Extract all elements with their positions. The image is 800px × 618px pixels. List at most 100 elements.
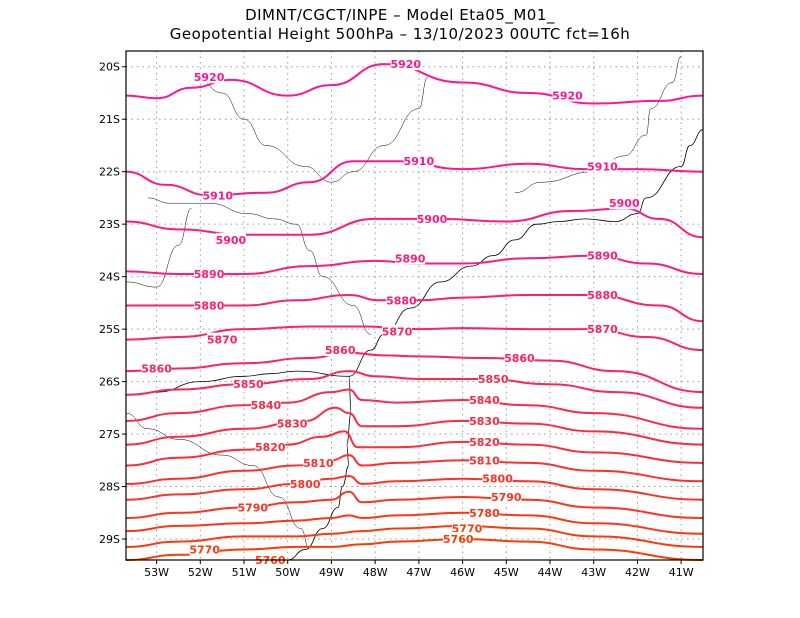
contour-label-5880: 5880: [587, 289, 618, 302]
contour-label-5790: 5790: [491, 491, 522, 504]
contour-label-5870: 5870: [382, 326, 413, 339]
y-tick-label: 24S: [99, 271, 120, 284]
contour-label-5890: 5890: [194, 268, 225, 281]
x-tick-label: 46W: [450, 566, 475, 579]
contour-label-5890: 5890: [395, 252, 426, 265]
contour-label-5840: 5840: [251, 399, 282, 412]
x-tick-label: 48W: [363, 566, 388, 579]
contour-label-bg: [587, 248, 618, 262]
contour-line-5840: [125, 388, 704, 430]
contour-label-bg: [194, 298, 225, 312]
contour-label-5920: 5920: [552, 90, 583, 103]
contour-line-5800: [125, 474, 704, 501]
contour-label-5830: 5830: [277, 418, 308, 431]
contour-line-5810: [125, 454, 704, 485]
y-tick-label: 29S: [99, 533, 120, 546]
contour-line-5770: [125, 524, 704, 548]
contour-label-5910: 5910: [404, 155, 435, 168]
contour-line-5760: [125, 537, 704, 561]
coastline-north: [348, 129, 704, 377]
contour-label-5760: 5760: [443, 533, 474, 546]
y-tick-label: 26S: [99, 376, 120, 389]
contour-label-bg: [215, 232, 246, 246]
x-tick-label: 53W: [144, 566, 169, 579]
contour-label-bg: [451, 521, 482, 535]
contour-label-bg: [277, 416, 308, 430]
x-tick-label: 50W: [275, 566, 300, 579]
contour-label-bg: [416, 211, 447, 225]
contour-label-5770: 5770: [189, 544, 220, 557]
map-title-line-1: DIMNT/CGCT/INPE – Model Eta05_M01_: [245, 6, 555, 24]
contour-label-bg: [141, 361, 172, 375]
contour-label-5890: 5890: [587, 250, 618, 263]
contour-label-bg: [237, 500, 268, 514]
contour-label-5920: 5920: [194, 71, 225, 84]
state-border: [125, 208, 192, 288]
contour-label-5830: 5830: [469, 415, 500, 428]
contour-label-bg: [504, 350, 535, 364]
contour-label-bg: [469, 434, 500, 448]
contour-line-5830: [125, 406, 704, 446]
y-tick-label: 25S: [99, 323, 120, 336]
contour-line-5920: [125, 63, 704, 105]
contour-label-bg: [478, 371, 509, 385]
state-border: [147, 197, 371, 335]
contour-line-5850: [125, 370, 704, 409]
contour-label-bg: [587, 322, 618, 336]
contour-label-bg: [403, 154, 434, 168]
contour-label-bg: [390, 57, 421, 71]
contour-label-bg: [325, 343, 356, 357]
contour-label-bg: [233, 377, 264, 391]
contour-label-5910: 5910: [587, 160, 618, 173]
contour-label-bg: [386, 293, 417, 307]
y-tick-label: 21S: [99, 113, 120, 126]
x-tick-label: 51W: [232, 566, 257, 579]
x-tick-label: 41W: [669, 566, 694, 579]
contour-label-5910: 5910: [202, 189, 233, 202]
contour-label-bg: [194, 70, 225, 84]
contour-label-5870: 5870: [207, 334, 238, 347]
contour-label-5900: 5900: [417, 213, 448, 226]
x-tick-label: 49W: [319, 566, 344, 579]
contour-label-bg: [303, 455, 334, 469]
state-border: [514, 55, 682, 193]
contour-label-5850: 5850: [233, 378, 264, 391]
x-tick-label: 52W: [188, 566, 213, 579]
contour-label-layer: 5920 5920 5920 5910 5910 5910 5900 5900 5900 5890…: [141, 57, 640, 567]
map-title-line-2: Geopotential Height 500hPa – 13/10/2023 …: [169, 25, 631, 43]
y-tick-label: 23S: [99, 218, 120, 231]
contour-label-bg: [395, 251, 426, 265]
y-tick-label: 27S: [99, 428, 120, 441]
contour-label-5790: 5790: [237, 502, 268, 515]
contour-label-5820: 5820: [469, 436, 500, 449]
map-frame: [125, 50, 704, 561]
contour-label-bg: [587, 288, 618, 302]
contour-label-bg: [482, 471, 513, 485]
y-tick-label: 22S: [99, 166, 120, 179]
contour-label-bg: [469, 413, 500, 427]
contour-label-bg: [469, 392, 500, 406]
contour-line-5900: [125, 207, 704, 239]
state-border: [195, 76, 428, 183]
contour-label-5810: 5810: [469, 454, 500, 467]
contour-label-bg: [552, 88, 583, 102]
x-tick-label: 47W: [406, 566, 431, 579]
contour-label-5840: 5840: [469, 394, 500, 407]
axis-ticks: 53W 52W 51W 50W 49W 48W 47W 46W 45W 44W 43W 42W 41W 2…: [99, 61, 694, 579]
contour-label-bg: [587, 159, 618, 173]
contour-label-bg: [609, 196, 640, 210]
contour-label-bg: [382, 324, 413, 338]
contour-label-5810: 5810: [303, 457, 334, 470]
x-tick-label: 44W: [538, 566, 563, 579]
contour-label-5820: 5820: [255, 441, 286, 454]
contour-label-bg: [189, 542, 220, 556]
contour-label-5800: 5800: [482, 473, 513, 486]
contour-label-bg: [202, 188, 233, 202]
contour-label-bg: [194, 267, 225, 281]
contour-label-5860: 5860: [504, 352, 535, 365]
contour-label-bg: [443, 532, 474, 546]
contour-line-5820: [125, 430, 704, 467]
x-tick-label: 42W: [625, 566, 650, 579]
contour-label-5900: 5900: [609, 197, 640, 210]
